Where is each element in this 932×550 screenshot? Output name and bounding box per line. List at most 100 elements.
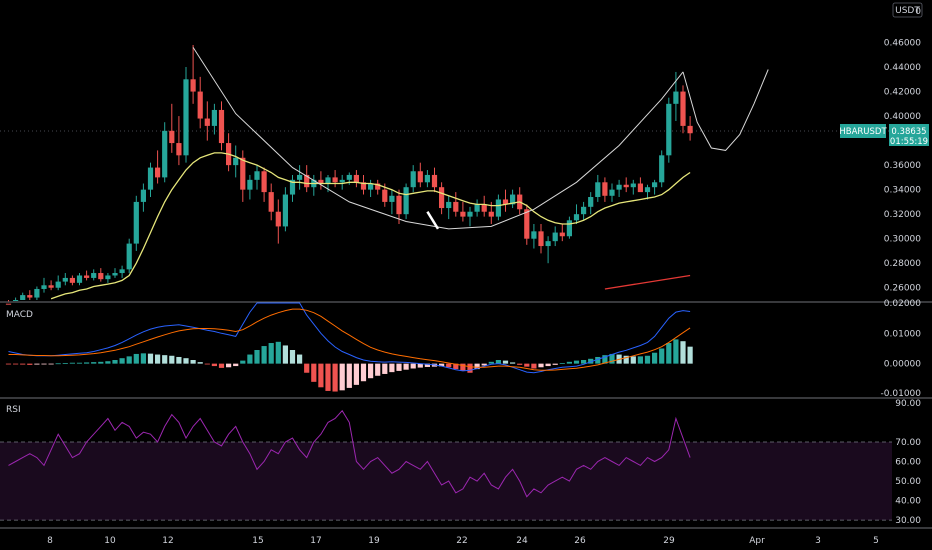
candle-body [140,189,146,202]
macd-histogram-bar [360,363,367,382]
rsi-panel[interactable]: RSI 90.00 70.00 60.00 50.00 40.00 30.00 [0,399,921,526]
macd-histogram-bar [552,363,558,365]
candle-body [211,109,217,126]
candle [20,292,26,300]
macd-histogram-bar [680,341,686,364]
candle [573,204,580,224]
candle [517,187,523,215]
price-tick-label: 0 [915,7,921,17]
candle [176,116,182,166]
macd-tick-label: 0.02000 [884,299,921,309]
candle-body [91,273,97,278]
candle [375,179,381,195]
macd-histogram-bar [13,363,19,365]
candle-body [467,211,473,217]
macd-histogram-bar [609,353,615,364]
cup-curve [192,47,684,230]
macd-histogram-bar [98,361,104,364]
rsi-tick-label: 70.00 [895,438,921,448]
candle-body [481,204,487,212]
candle [318,171,324,190]
candle-body [410,171,416,188]
macd-histogram-bar [595,356,601,364]
candle-body [588,197,594,207]
candle [197,76,203,129]
macd-histogram-bar [211,363,217,367]
rsi-band [0,441,892,521]
candle-body [396,195,402,215]
macd-histogram-bar [112,360,118,364]
candle-body [623,184,629,188]
candle-body [183,79,189,156]
macd-histogram-bar [410,363,416,369]
candle-body [552,232,558,242]
candle [552,226,558,247]
candle [524,204,530,245]
candle-body [133,201,139,244]
currency-label: USDT [895,6,920,16]
rsi-tick-label: 90.00 [895,399,921,409]
candle [510,189,516,209]
candle [652,179,658,195]
candle [34,286,40,300]
candle [339,174,345,190]
macd-histogram [5,339,693,392]
candle-body [417,171,423,183]
rsi-levels [0,441,892,521]
candle-body [439,187,445,209]
candles-layer [5,44,693,305]
candle-body [268,192,274,212]
candle [126,238,132,274]
ma-long-layer [604,274,691,290]
macd-histogram-bar [155,354,161,364]
macd-histogram-bar [566,361,572,364]
candle-body [460,211,466,217]
macd-histogram-bar [439,363,445,367]
macd-histogram-bar [460,363,466,371]
candle-body [48,285,54,288]
candle-body [637,183,643,193]
price-tick-label: 0.28000 [884,259,921,269]
currency-badge[interactable] [892,2,923,18]
cup-pattern-drawing[interactable] [192,47,769,230]
macd-histogram-bar [346,363,352,388]
candle [609,183,615,202]
candle-body [98,273,104,280]
candle-body [325,177,331,184]
candle [76,273,83,286]
macd-histogram-bar [368,363,374,379]
macd-histogram-bar [389,363,395,373]
candle-body [581,206,587,215]
candle-body [162,130,168,178]
candle-body [360,182,367,190]
price-ticks: 0.26000 0.28000 0.30000 0.32000 0.34000 0.360… [884,7,921,294]
price-panel[interactable] [0,44,892,305]
macd-signal-line [8,308,691,371]
price-axis[interactable]: USDT 0.26000 0.28000 0.30000 0.32000 0.34000… [839,2,929,294]
price-tick-label: 0.32000 [884,210,921,220]
candle [289,174,296,202]
candle-body [84,275,90,278]
candle [261,167,267,202]
macd-histogram-bar [467,363,473,373]
candle [467,206,473,227]
candle [183,67,189,163]
candle [105,273,111,283]
time-axis[interactable]: 8 10 12 15 17 19 22 24 26 29 Apr 3 5 [47,536,879,546]
macd-histogram-bar [183,358,189,364]
symbol-tag-label: HBARUSDT [839,127,887,137]
candle [581,201,587,221]
candle [169,103,175,153]
candle-body [446,201,452,209]
macd-histogram-bar [176,356,182,364]
candle [240,150,246,202]
macd-histogram-bar [169,355,175,364]
candle-body [289,179,296,195]
macd-histogram-bar [424,363,430,367]
macd-histogram-bar [254,350,260,364]
macd-histogram-bar [268,343,274,364]
candle-body [69,277,75,283]
macd-panel[interactable]: MACD 0.02000 0.01000 0.00000 -0.01000 [5,299,921,399]
candle [5,300,12,305]
